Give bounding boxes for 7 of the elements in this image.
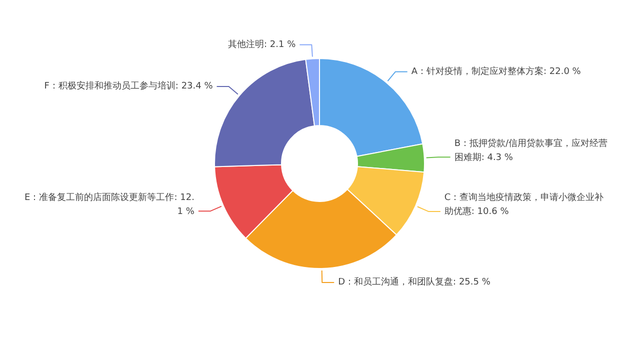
slice-label: F：积极安排和推动员工参与培训: 23.4 % [44, 80, 214, 92]
slice-label: C：查询当地疫情政策，申请小微企业补助优惠: 10.6 % [444, 192, 604, 218]
slice-label: 其他注明: 2.1 % [228, 38, 296, 50]
slice-label: A：针对疫情，制定应对整体方案: 22.0 % [411, 66, 582, 77]
slice-label: E：准备复工前的店面陈设更新等工作: 12.1 % [24, 192, 195, 217]
slice-label: B：抵押贷款/信用贷款事宜，应对经营困难期: 4.3 % [454, 138, 608, 163]
slice-label: D：和员工沟通，和团队复盘: 25.5 % [338, 276, 491, 288]
